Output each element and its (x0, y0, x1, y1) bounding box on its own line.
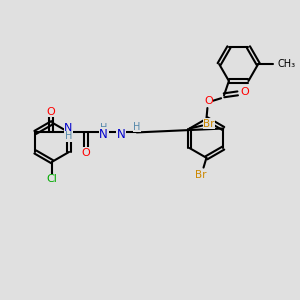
Text: Br: Br (195, 170, 206, 180)
Text: H: H (65, 131, 72, 141)
Text: N: N (64, 122, 73, 133)
Text: CH₃: CH₃ (278, 59, 296, 69)
Text: H: H (100, 122, 107, 133)
Text: O: O (240, 87, 249, 98)
Text: O: O (204, 96, 213, 106)
Text: Br: Br (203, 118, 215, 129)
Text: N: N (99, 128, 108, 141)
Text: H: H (133, 122, 140, 132)
Text: O: O (46, 107, 55, 117)
Text: O: O (82, 148, 90, 158)
Text: N: N (117, 128, 126, 141)
Text: Cl: Cl (47, 174, 58, 184)
